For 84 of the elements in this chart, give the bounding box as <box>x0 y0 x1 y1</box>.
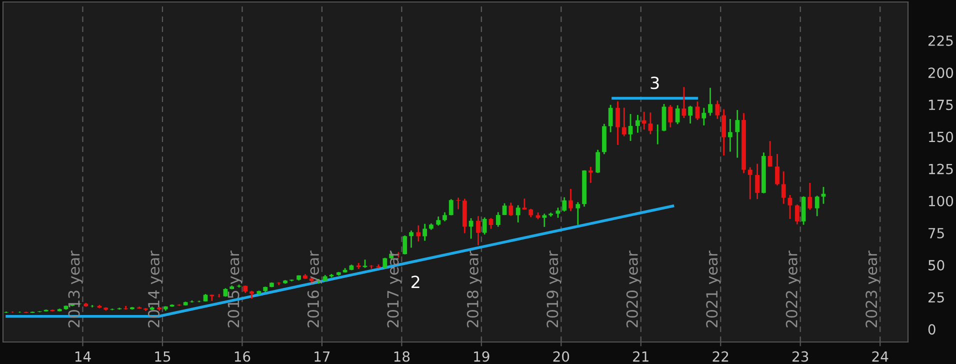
series-label: 2 <box>412 276 420 288</box>
y-tick-label: 150 <box>928 132 954 142</box>
candlestick <box>636 114 640 134</box>
candlestick <box>628 113 633 142</box>
candlestick <box>596 149 600 174</box>
candlestick <box>662 103 666 132</box>
candlestick <box>622 107 626 137</box>
candlestick <box>496 211 500 228</box>
x-tick-label: 21 <box>633 351 648 362</box>
candlestick <box>516 204 520 224</box>
candlestick <box>608 104 613 133</box>
ref-line-label: 2017 year <box>387 250 402 328</box>
candlestick <box>456 196 460 210</box>
ref-line-label: 2021 year <box>706 250 721 328</box>
x-tick-label: 20 <box>553 351 570 362</box>
candlestick <box>436 216 441 226</box>
x-tick-label: 17 <box>314 351 330 362</box>
candlestick <box>708 87 712 116</box>
x-tick-label: 23 <box>792 351 808 362</box>
candlestick <box>576 201 580 226</box>
candlestick <box>655 124 660 145</box>
candlestick <box>794 204 800 226</box>
y-tick-label: 225 <box>928 35 953 46</box>
x-tick-label: 22 <box>712 351 728 362</box>
candlestick <box>722 108 726 156</box>
ref-line-label: 2018 year <box>466 250 482 328</box>
y-tick-label: 125 <box>928 164 953 174</box>
candlestick <box>508 202 514 217</box>
ref-line-label: 2014 year <box>148 250 162 328</box>
candlestick <box>482 216 487 236</box>
candlestick <box>542 213 547 228</box>
x-tick-label: 24 <box>872 351 888 362</box>
y-tick-label: 25 <box>928 292 944 303</box>
candlestick <box>781 170 786 205</box>
candlestick <box>616 100 620 146</box>
candlestick <box>409 230 414 248</box>
ref-line-label: 2019 year <box>546 250 562 328</box>
candlestick <box>715 100 720 120</box>
x-tick-label: 18 <box>394 351 410 362</box>
ref-line-label: 2020 year <box>626 250 641 328</box>
candlestick <box>808 182 812 210</box>
candlestick <box>488 217 494 230</box>
x-tick-label: 16 <box>234 351 250 362</box>
candlestick <box>768 140 772 168</box>
candlestick <box>588 166 593 184</box>
candlestick <box>748 166 752 200</box>
candlestick <box>568 188 573 212</box>
candlestick <box>788 194 792 220</box>
candlestick <box>369 264 374 270</box>
candlestick <box>642 111 646 130</box>
candlestick <box>775 153 780 186</box>
candlestick <box>728 118 732 152</box>
candlestick <box>695 100 700 121</box>
x-tick-label: 15 <box>155 351 170 362</box>
candlestick <box>562 196 567 212</box>
candlestick <box>755 163 760 200</box>
ref-line-label: 2016 year <box>307 250 322 328</box>
candlestick <box>448 198 454 216</box>
candlestick <box>416 224 421 242</box>
x-tick-label: 19 <box>474 351 490 362</box>
candlestick <box>702 107 706 126</box>
ref-line-label: 2022 year <box>786 250 800 328</box>
ref-line-label: 2023 year <box>866 250 880 328</box>
y-tick-label: 100 <box>928 196 954 206</box>
candlestick <box>216 293 222 298</box>
y-tick-label: 50 <box>928 260 944 270</box>
candlestick <box>675 104 680 125</box>
y-tick-label: 175 <box>928 100 953 110</box>
candlestick <box>668 104 673 128</box>
ref-line-label: 2013 year <box>68 250 83 328</box>
candlestick <box>422 223 427 242</box>
candlestick <box>476 215 480 246</box>
series-label: 3 <box>650 76 659 90</box>
candlestick <box>648 112 653 135</box>
y-tick-label: 0 <box>928 324 936 335</box>
y-tick-label: 75 <box>928 228 944 238</box>
ref-line-label: 2015 year <box>228 250 242 328</box>
candlestick <box>688 105 693 124</box>
candlestick <box>682 86 686 119</box>
candlestick <box>814 195 820 217</box>
x-tick-label: 14 <box>75 351 91 362</box>
y-tick-label: 200 <box>928 68 954 78</box>
candlestick <box>402 234 408 256</box>
candlestick <box>735 109 740 158</box>
